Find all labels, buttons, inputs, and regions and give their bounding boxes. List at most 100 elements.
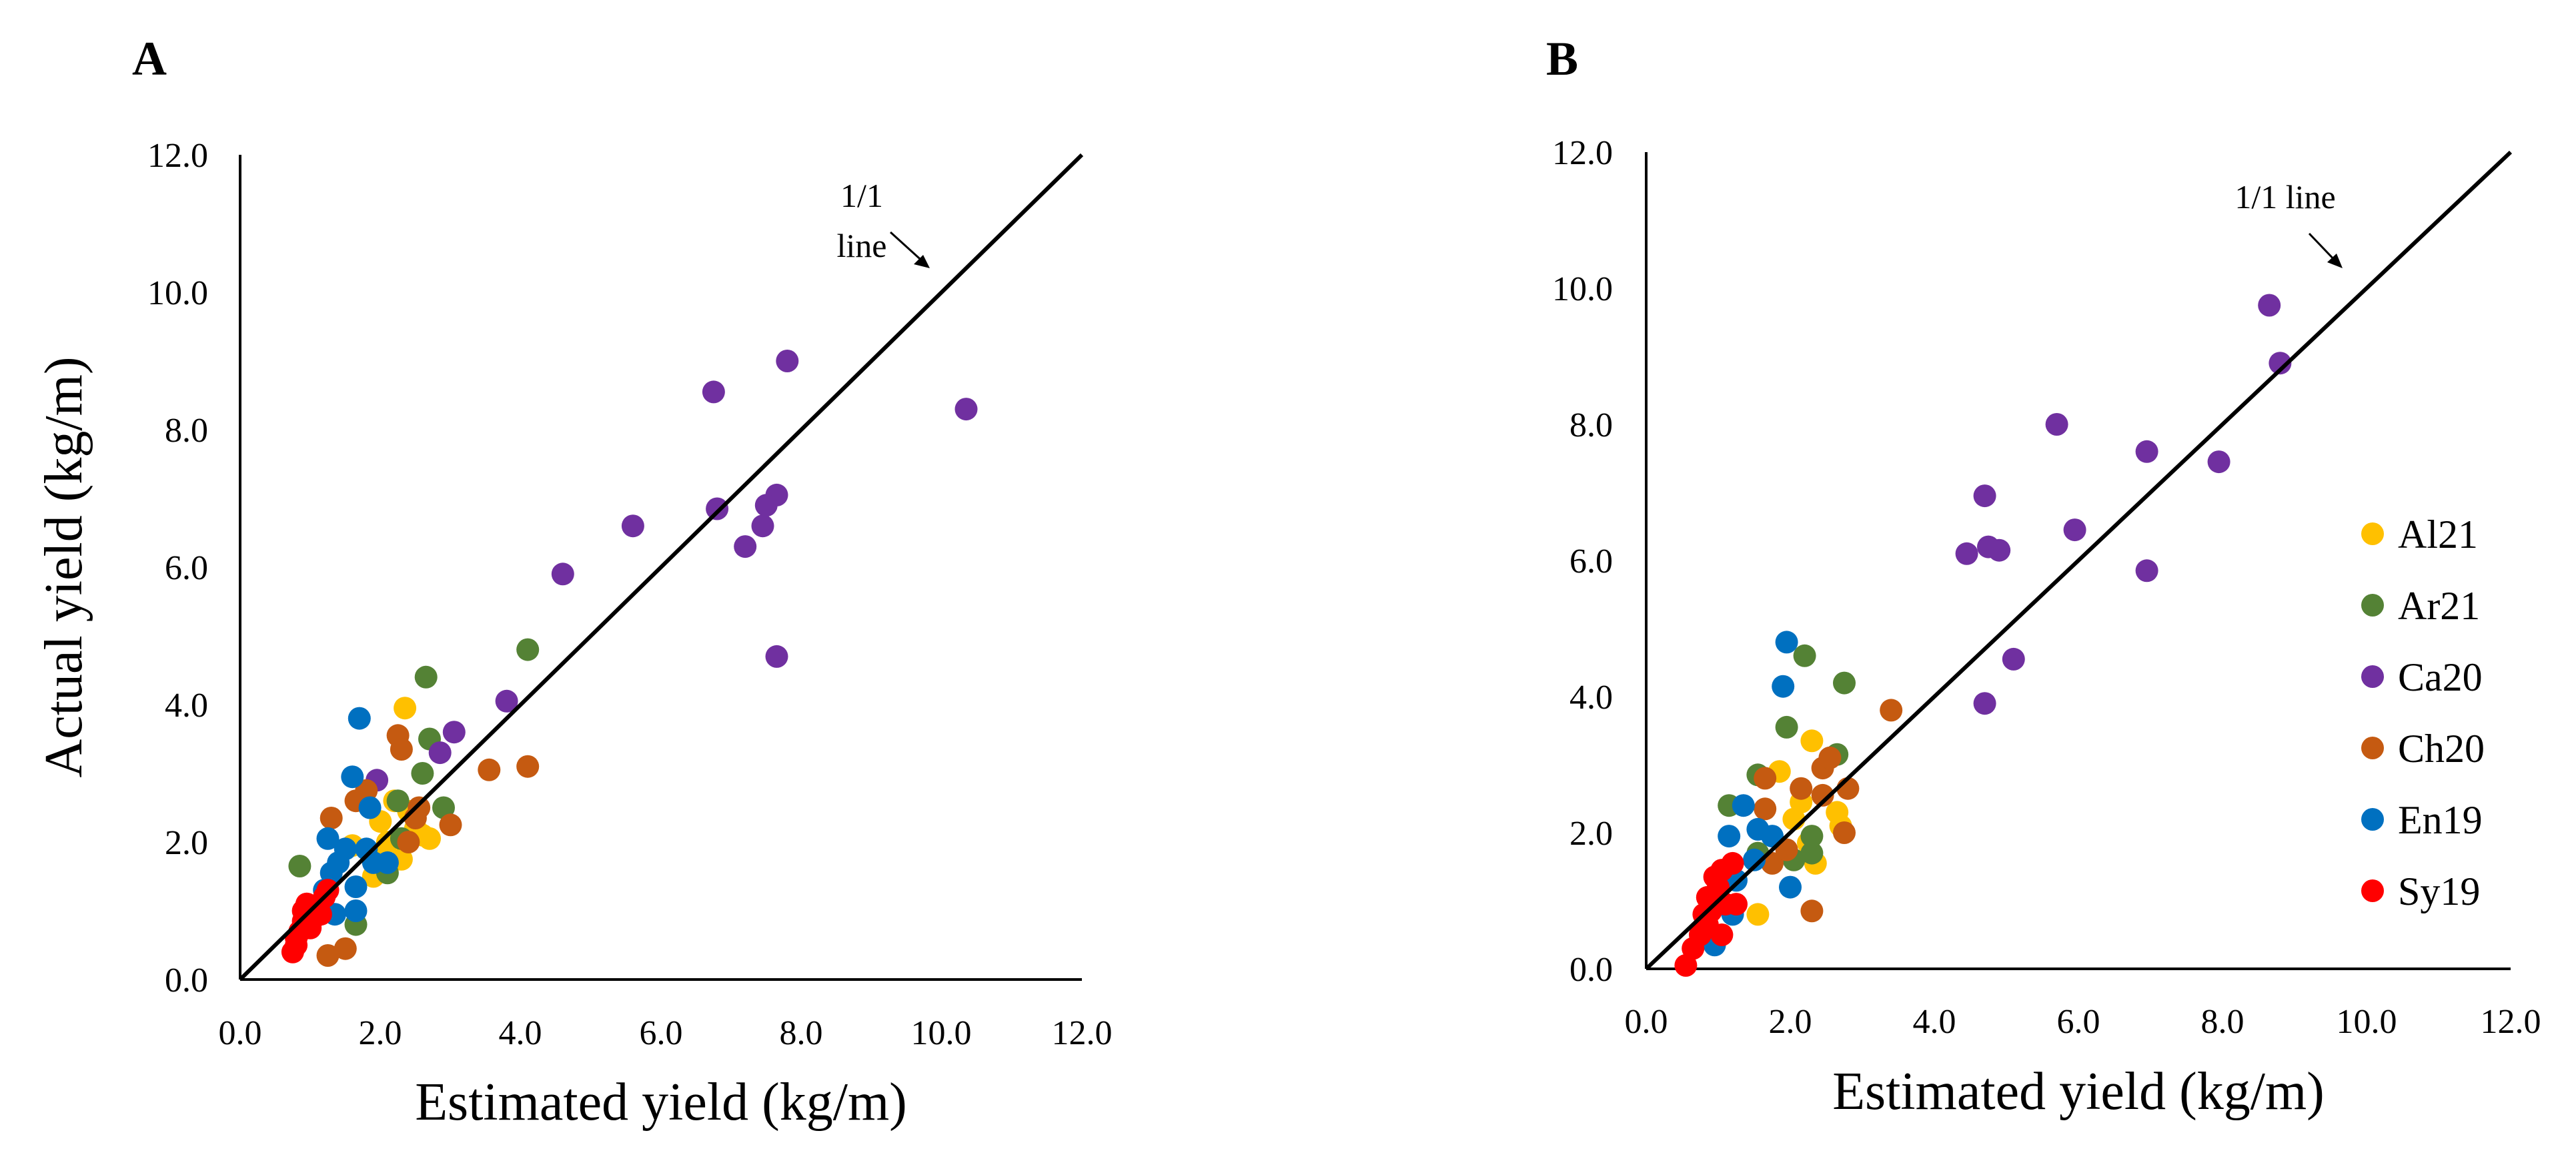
panel-b-point-ch20 [1800,899,1823,922]
panel-b-point-en19 [1732,794,1755,817]
panel-a-x-tick-label: 12.0 [1052,1014,1113,1052]
legend-label-al21: Al21 [2398,512,2478,556]
legend-label-sy19: Sy19 [2398,869,2480,913]
panel-a-point-ca20 [755,494,778,516]
panel-b-point-en19 [1718,825,1740,847]
panel-a-point-ar21 [288,855,311,877]
panel-a-point-en19 [376,851,399,874]
panel-a-annotation-line1: 1/1 [840,177,883,214]
panel-a-point-ca20 [443,721,466,743]
panel-b-point-ar21 [1833,672,1856,695]
legend-marker-al21 [2361,522,2384,545]
panel-a-point-ca20 [734,535,756,558]
panel-a-x-tick-label: 6.0 [640,1014,683,1052]
panel-a-point-ca20 [429,741,452,764]
panel-a-point-ca20 [955,398,978,420]
panel-b-x-tick-label: 6.0 [2057,1003,2100,1041]
panel-b-point-ca20 [2002,648,2025,671]
panel-a-point-ca20 [706,498,728,520]
panel-a-point-en19 [348,707,371,730]
legend-marker-en19 [2361,808,2384,831]
panel-a-points [281,350,978,967]
panel-b: B 0.0 2.0 4.0 6.0 8.0 10.0 12.0 0.0 2.0 … [1546,32,2541,1121]
panel-a-point-ar21 [387,789,410,812]
panel-a-point-ca20 [622,514,644,537]
panel-b-x-ticks: 0.0 2.0 4.0 6.0 8.0 10.0 12.0 [1625,1003,2541,1041]
panel-b-point-ca20 [2046,413,2068,436]
panel-b-point-al21 [1800,729,1823,752]
panel-a-point-sy19 [317,879,340,901]
panel-b-point-ar21 [1800,825,1823,847]
panel-b-x-tick-label: 2.0 [1769,1003,1812,1041]
legend-marker-ar21 [2361,594,2384,617]
panel-a-point-al21 [394,697,416,719]
panel-b-point-ca20 [2258,294,2281,317]
panel-b-x-tick-label: 10.0 [2337,1003,2397,1041]
panel-b-y-ticks: 0.0 2.0 4.0 6.0 8.0 10.0 12.0 [1552,134,1613,989]
panel-b-point-ch20 [1754,767,1776,789]
panel-a-point-en19 [345,899,368,922]
panel-a-point-ca20 [766,645,788,668]
panel-b-point-ca20 [2208,450,2230,473]
panel-a-x-tick-label: 10.0 [911,1014,972,1052]
panel-a-y-tick-label: 0.0 [165,961,208,1000]
panel-a-point-en19 [341,765,364,788]
panel-a-x-axis-title: Estimated yield (kg/m) [415,1073,907,1132]
legend-marker-sy19 [2361,879,2384,902]
panel-b-point-sy19 [1704,865,1726,888]
panel-b-y-tick-label: 0.0 [1569,951,1613,989]
panel-b-point-ca20 [1974,692,1996,715]
legend-marker-ca20 [2361,665,2384,688]
panel-a-annotation-arrowhead [914,255,930,268]
panel-a-y-tick-label: 6.0 [165,549,208,587]
panel-b-label: B [1546,32,1578,85]
panel-a-one-to-one-line [240,155,1082,980]
panel-a-point-ca20 [552,562,574,585]
panel-a-point-ch20 [408,797,430,819]
panel-b-point-sy19 [1725,893,1748,915]
legend-label-ar21: Ar21 [2398,584,2480,628]
panel-a-y-tick-label: 10.0 [147,274,208,312]
panel-a-point-ch20 [478,759,500,781]
panel-a-x-ticks: 0.0 2.0 4.0 6.0 8.0 10.0 12.0 [219,1014,1113,1052]
panel-a-label: A [132,32,167,85]
panel-b-y-tick-label: 4.0 [1569,679,1613,717]
panel-b-y-tick-label: 10.0 [1552,270,1613,308]
panel-a-point-ch20 [390,738,413,761]
legend-marker-ch20 [2361,737,2384,759]
panel-a-y-ticks: 0.0 2.0 4.0 6.0 8.0 10.0 12.0 [147,137,208,1000]
legend-label-ca20: Ca20 [2398,655,2483,699]
panel-b-point-ch20 [1754,797,1776,820]
panel-b-x-tick-label: 4.0 [1913,1003,1956,1041]
panel-b-point-ch20 [1818,747,1841,769]
panel-a-annotation-line2: line [837,227,887,264]
panel-a-point-ch20 [440,813,462,836]
legend-label-ch20: Ch20 [2398,727,2485,771]
panel-a-point-ch20 [516,755,539,778]
panel-a-point-ar21 [516,639,539,661]
panel-b-point-al21 [1746,903,1769,925]
panel-a-point-ca20 [776,350,798,372]
panel-a-point-en19 [359,797,382,819]
panel-b-x-tick-label: 12.0 [2481,1003,2541,1041]
panel-b-point-sy19 [1722,852,1744,875]
panel-b-point-ca20 [2136,440,2158,463]
panel-a-point-ch20 [317,944,340,967]
panel-b-y-tick-label: 8.0 [1569,406,1613,444]
panel-b-x-axis-title: Estimated yield (kg/m) [1832,1062,2325,1121]
panel-b-point-ca20 [1974,484,1996,507]
panel-b-point-ar21 [1776,716,1798,739]
panel-b-y-tick-label: 6.0 [1569,542,1613,581]
panel-b-point-ca20 [2136,559,2158,582]
panel-b-points [1674,294,2291,977]
panel-b-point-ca20 [2064,518,2086,541]
panel-a-point-ch20 [320,807,343,829]
panel-a-point-ar21 [415,666,438,689]
panel-a-point-en19 [334,837,357,860]
panel-a-y-tick-label: 4.0 [165,687,208,725]
panel-b-point-en19 [1776,631,1798,653]
panel-a-point-ca20 [752,514,774,537]
panel-b-annotation-text: 1/1 line [2234,178,2335,216]
panel-b-x-tick-label: 8.0 [2201,1003,2244,1041]
panel-b-point-ch20 [1833,821,1856,844]
